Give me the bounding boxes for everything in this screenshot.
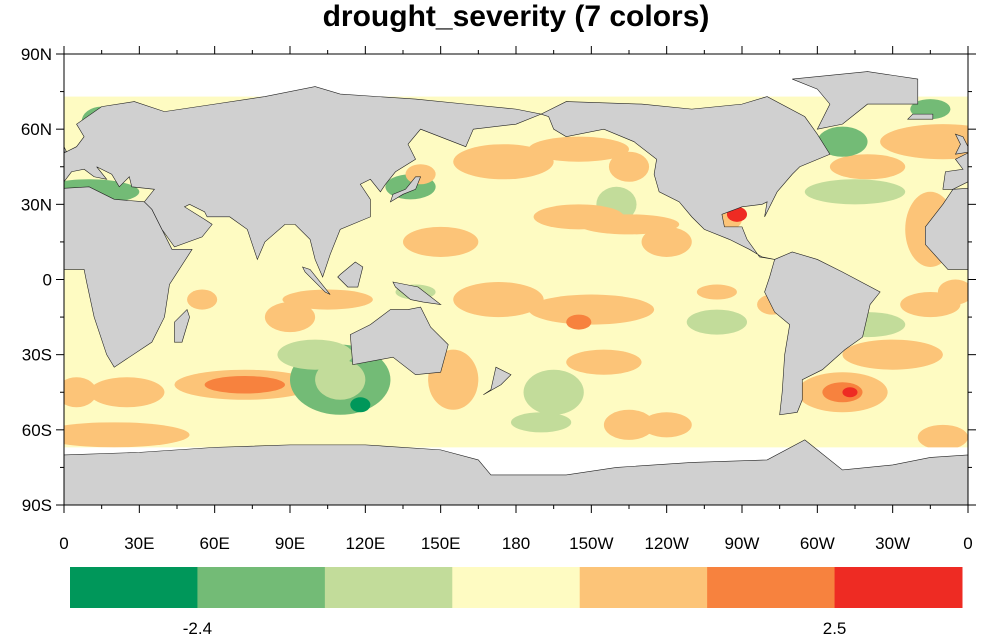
anomaly-region [528,294,655,325]
anomaly-region [880,124,968,160]
lon-label: 90W [725,534,760,553]
anomaly-region [282,289,373,310]
lat-label: 30N [21,195,52,214]
anomaly-region [453,282,544,318]
greenland-land [792,71,919,130]
axes: 90N 60N 30N 0 30S 60S 90S 0 30E 60E 90E 120E 150E 180… [21,45,976,553]
lon-label: 60W [800,534,835,553]
anomaly-region [510,412,572,433]
anomaly-region [804,179,906,205]
antarctica-land [64,439,968,505]
lon-label: 0 [59,534,68,553]
lat-label: 60S [22,421,52,440]
colorbar-swatch [197,567,326,608]
anomaly-region [842,387,858,398]
lon-label: 60E [200,534,230,553]
anomaly-region [608,151,650,182]
anomaly-region [453,144,554,180]
colorbar-swatch [452,567,581,608]
colorbar-swatch [324,567,453,608]
anomaly-region [603,409,655,440]
lon-label: 120E [345,534,385,553]
anomaly-region [187,289,218,310]
anomaly-region [641,412,692,438]
colorbar-swatch [834,567,963,608]
anomaly-region [842,339,943,370]
lon-label: 30W [875,534,910,553]
lat-label: 60N [21,120,52,139]
anomaly-region [89,377,165,408]
anomaly-region [264,302,316,333]
eurasia-land [64,86,543,278]
lon-label: 120W [644,534,688,553]
anomaly-region [528,136,629,162]
australia-land [349,306,449,376]
anomaly-region [817,126,868,157]
eurasia-land [942,152,968,190]
colorbar-swatch [70,567,198,608]
anomaly-region [686,309,748,335]
new-guinea-land [392,281,442,306]
anomaly-region [641,226,692,257]
colorbar-label: 2.5 [823,619,847,635]
south-america-land [764,251,881,416]
madagascar-land [174,309,190,343]
plot-title: drought_severity (7 colors) [322,0,710,33]
anomaly-region [533,204,624,230]
anomaly-region [696,284,737,300]
africa-land [64,186,193,368]
lon-label: 90E [275,534,305,553]
lon-label: 150E [421,534,461,553]
anomaly-region [403,226,479,257]
lon-label: 150W [569,534,613,553]
anomaly-region [566,349,642,375]
uk-land [64,146,67,153]
anomaly-region [405,164,436,185]
colorbar: -2.4 2.5 [70,567,963,635]
borneo-land [337,261,364,288]
africa-land [925,188,968,270]
lat-label: 30S [22,346,52,365]
iceland-land [907,113,934,120]
japan-land [389,176,422,203]
anomaly-region [64,422,190,448]
lat-label: 90N [21,45,52,64]
lat-label: 90S [22,496,52,515]
colorbar-label: -2.4 [183,619,212,635]
anomaly-region [566,314,592,330]
anomaly-region [350,397,371,413]
anomaly-region [204,375,285,394]
sumatra-land [301,266,331,295]
anomaly-region [917,424,968,450]
colorbar-swatch [707,567,836,608]
anomaly-region [315,359,366,400]
anomaly-region [277,339,353,370]
colorbar-swatch [579,567,708,608]
iceland-land [4,114,29,119]
anomaly-region [829,154,906,180]
lon-label: 180 [502,534,530,553]
map-area [4,54,968,505]
north-america-land [540,96,831,260]
lat-label: 0 [43,271,52,290]
anomaly-region [64,377,97,408]
lon-label: 30E [124,534,154,553]
lon-label: 0 [963,534,972,553]
anomaly-region [937,279,968,305]
new-zealand-land [483,366,512,396]
anomaly-region [523,369,584,415]
uk-land [954,133,968,155]
